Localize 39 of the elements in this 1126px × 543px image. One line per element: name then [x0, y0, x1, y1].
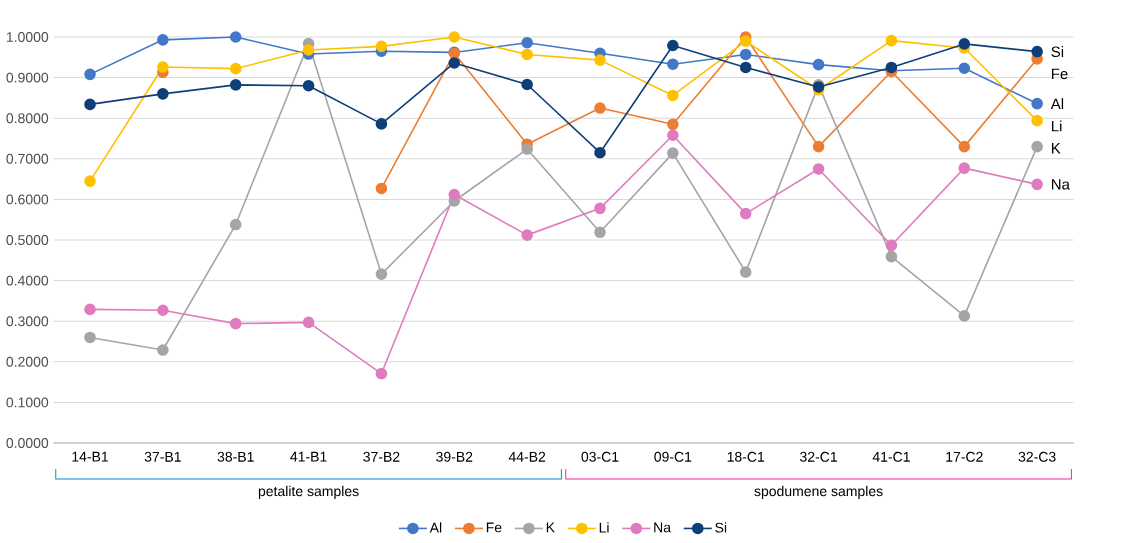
- x-tick-label: 41-B1: [290, 451, 327, 462]
- y-tick-label: 0.8000: [6, 113, 49, 124]
- legend-label: Al: [429, 522, 442, 533]
- y-tick-label: 0.4000: [6, 275, 49, 286]
- x-tick-label: 32-C1: [800, 451, 837, 462]
- text: Li: [1051, 120, 1062, 132]
- x-tick-label: 37-B1: [144, 451, 181, 462]
- legend-label: Na: [654, 522, 672, 533]
- text: Si: [1051, 46, 1064, 58]
- y-tick-label: 0.6000: [6, 194, 49, 205]
- text: Fe: [1051, 68, 1068, 80]
- x-tick-label: 32-C3: [1018, 451, 1056, 462]
- y-tick-label: 0.3000: [6, 316, 49, 327]
- legend-label: Li: [599, 522, 609, 533]
- x-tick-label: 39-B2: [436, 451, 473, 462]
- y-tick-label: 0.7000: [6, 153, 49, 164]
- x-tick-label: 18-C1: [727, 451, 765, 462]
- legend-label: Si: [715, 522, 727, 533]
- x-tick-label: 41-C1: [872, 451, 910, 462]
- y-tick-label: 1.0000: [6, 32, 49, 42]
- x-tick-label: 14-B1: [72, 451, 108, 462]
- text: Al: [1050, 98, 1064, 110]
- y-tick-label: 0.0000: [6, 438, 49, 448]
- text: petalite samples: [258, 485, 359, 499]
- x-tick-label: 09-C1: [654, 451, 692, 462]
- legend-label: K: [546, 522, 555, 533]
- y-tick-label: 0.2000: [6, 356, 49, 367]
- legend-label: Fe: [486, 522, 502, 533]
- text: Na: [1051, 179, 1070, 190]
- x-tick-label: 17-C2: [946, 451, 983, 462]
- x-tick-label: 03-C1: [581, 451, 619, 462]
- y-tick-label: 0.5000: [6, 235, 49, 245]
- text: spodumene samples: [754, 485, 883, 499]
- x-tick-label: 37-B2: [363, 451, 400, 462]
- x-tick-label: 44-B2: [508, 451, 546, 462]
- text: K: [1051, 143, 1061, 154]
- x-tick-label: 38-B1: [217, 451, 254, 462]
- y-tick-label: 0.1000: [6, 397, 49, 408]
- y-tick-label: 0.9000: [6, 72, 49, 83]
